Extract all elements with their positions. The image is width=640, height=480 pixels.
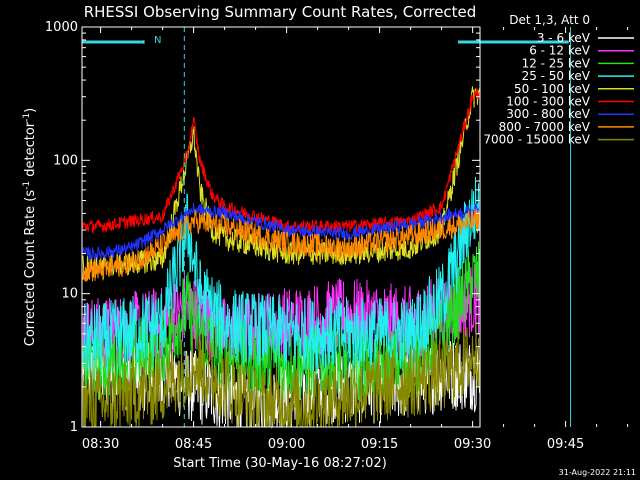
legend-label: 25 - 50 keV [522, 69, 591, 83]
attenuator-markers [82, 27, 572, 427]
plot-frame [81, 26, 481, 428]
series-line [82, 176, 480, 376]
x-tick-label: 08:30 [82, 437, 119, 452]
timestamp: 31-Aug-2022 21:11 [559, 468, 636, 477]
y-tick-label: 1 [70, 420, 78, 435]
x-axis-label: Start Time (30-May-16 08:27:02) [173, 456, 387, 471]
y-tick-label: 100 [53, 153, 78, 168]
y-axis-ticks: 1 10 100 1000 [45, 20, 480, 435]
series-line [82, 322, 480, 429]
x-tick-label: 09:30 [454, 437, 491, 452]
x-tick-label: 08:45 [175, 437, 212, 452]
legend-label: 50 - 100 keV [514, 82, 591, 96]
x-tick-label: 09:45 [547, 437, 584, 452]
y-label-part: ) [23, 108, 38, 113]
y-label-superscript: -1 [22, 181, 32, 190]
legend-label: 7000 - 15000 keV [483, 133, 590, 147]
night-annotation: N [154, 35, 161, 46]
series-layer [82, 86, 480, 429]
x-tick-label: 09:15 [361, 437, 398, 452]
y-label-superscript: -1 [22, 113, 32, 122]
y-tick-label: 1000 [45, 20, 78, 35]
y-axis-label: Corrected Count Rate (s-1 detector-1) [22, 108, 38, 346]
series-line [82, 202, 480, 261]
legend-label: 100 - 300 keV [506, 95, 590, 109]
legend-label: 12 - 25 keV [522, 56, 591, 70]
legend-label: 3 - 6 keV [537, 31, 591, 45]
series-line [82, 209, 480, 282]
legend-label: 800 - 7000 keV [499, 120, 591, 134]
legend-label: 300 - 800 keV [506, 107, 590, 121]
y-label-part: Corrected Count Rate (s [23, 190, 38, 347]
chart-title: RHESSI Observing Summary Count Rates, Co… [84, 3, 477, 21]
y-label-part: detector [23, 121, 38, 181]
y-tick-label: 10 [61, 287, 78, 302]
legend-label: 6 - 12 keV [529, 44, 591, 58]
x-tick-label: 09:00 [268, 437, 305, 452]
legend-title: Det 1,3, Att 0 [509, 13, 590, 27]
